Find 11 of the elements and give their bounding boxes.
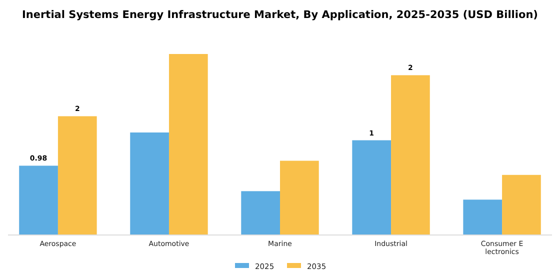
bar xyxy=(391,75,430,235)
bar xyxy=(352,140,392,235)
bar xyxy=(280,160,319,235)
bar xyxy=(130,132,169,235)
chart-title: Inertial Systems Energy Infrastructure Market, By Application, 2025-2035 (USD Billion) xyxy=(22,9,538,21)
bar xyxy=(19,166,58,235)
bar xyxy=(58,116,97,235)
bar xyxy=(463,200,502,235)
bar xyxy=(168,54,208,235)
bar xyxy=(241,191,280,235)
bar xyxy=(502,174,541,235)
